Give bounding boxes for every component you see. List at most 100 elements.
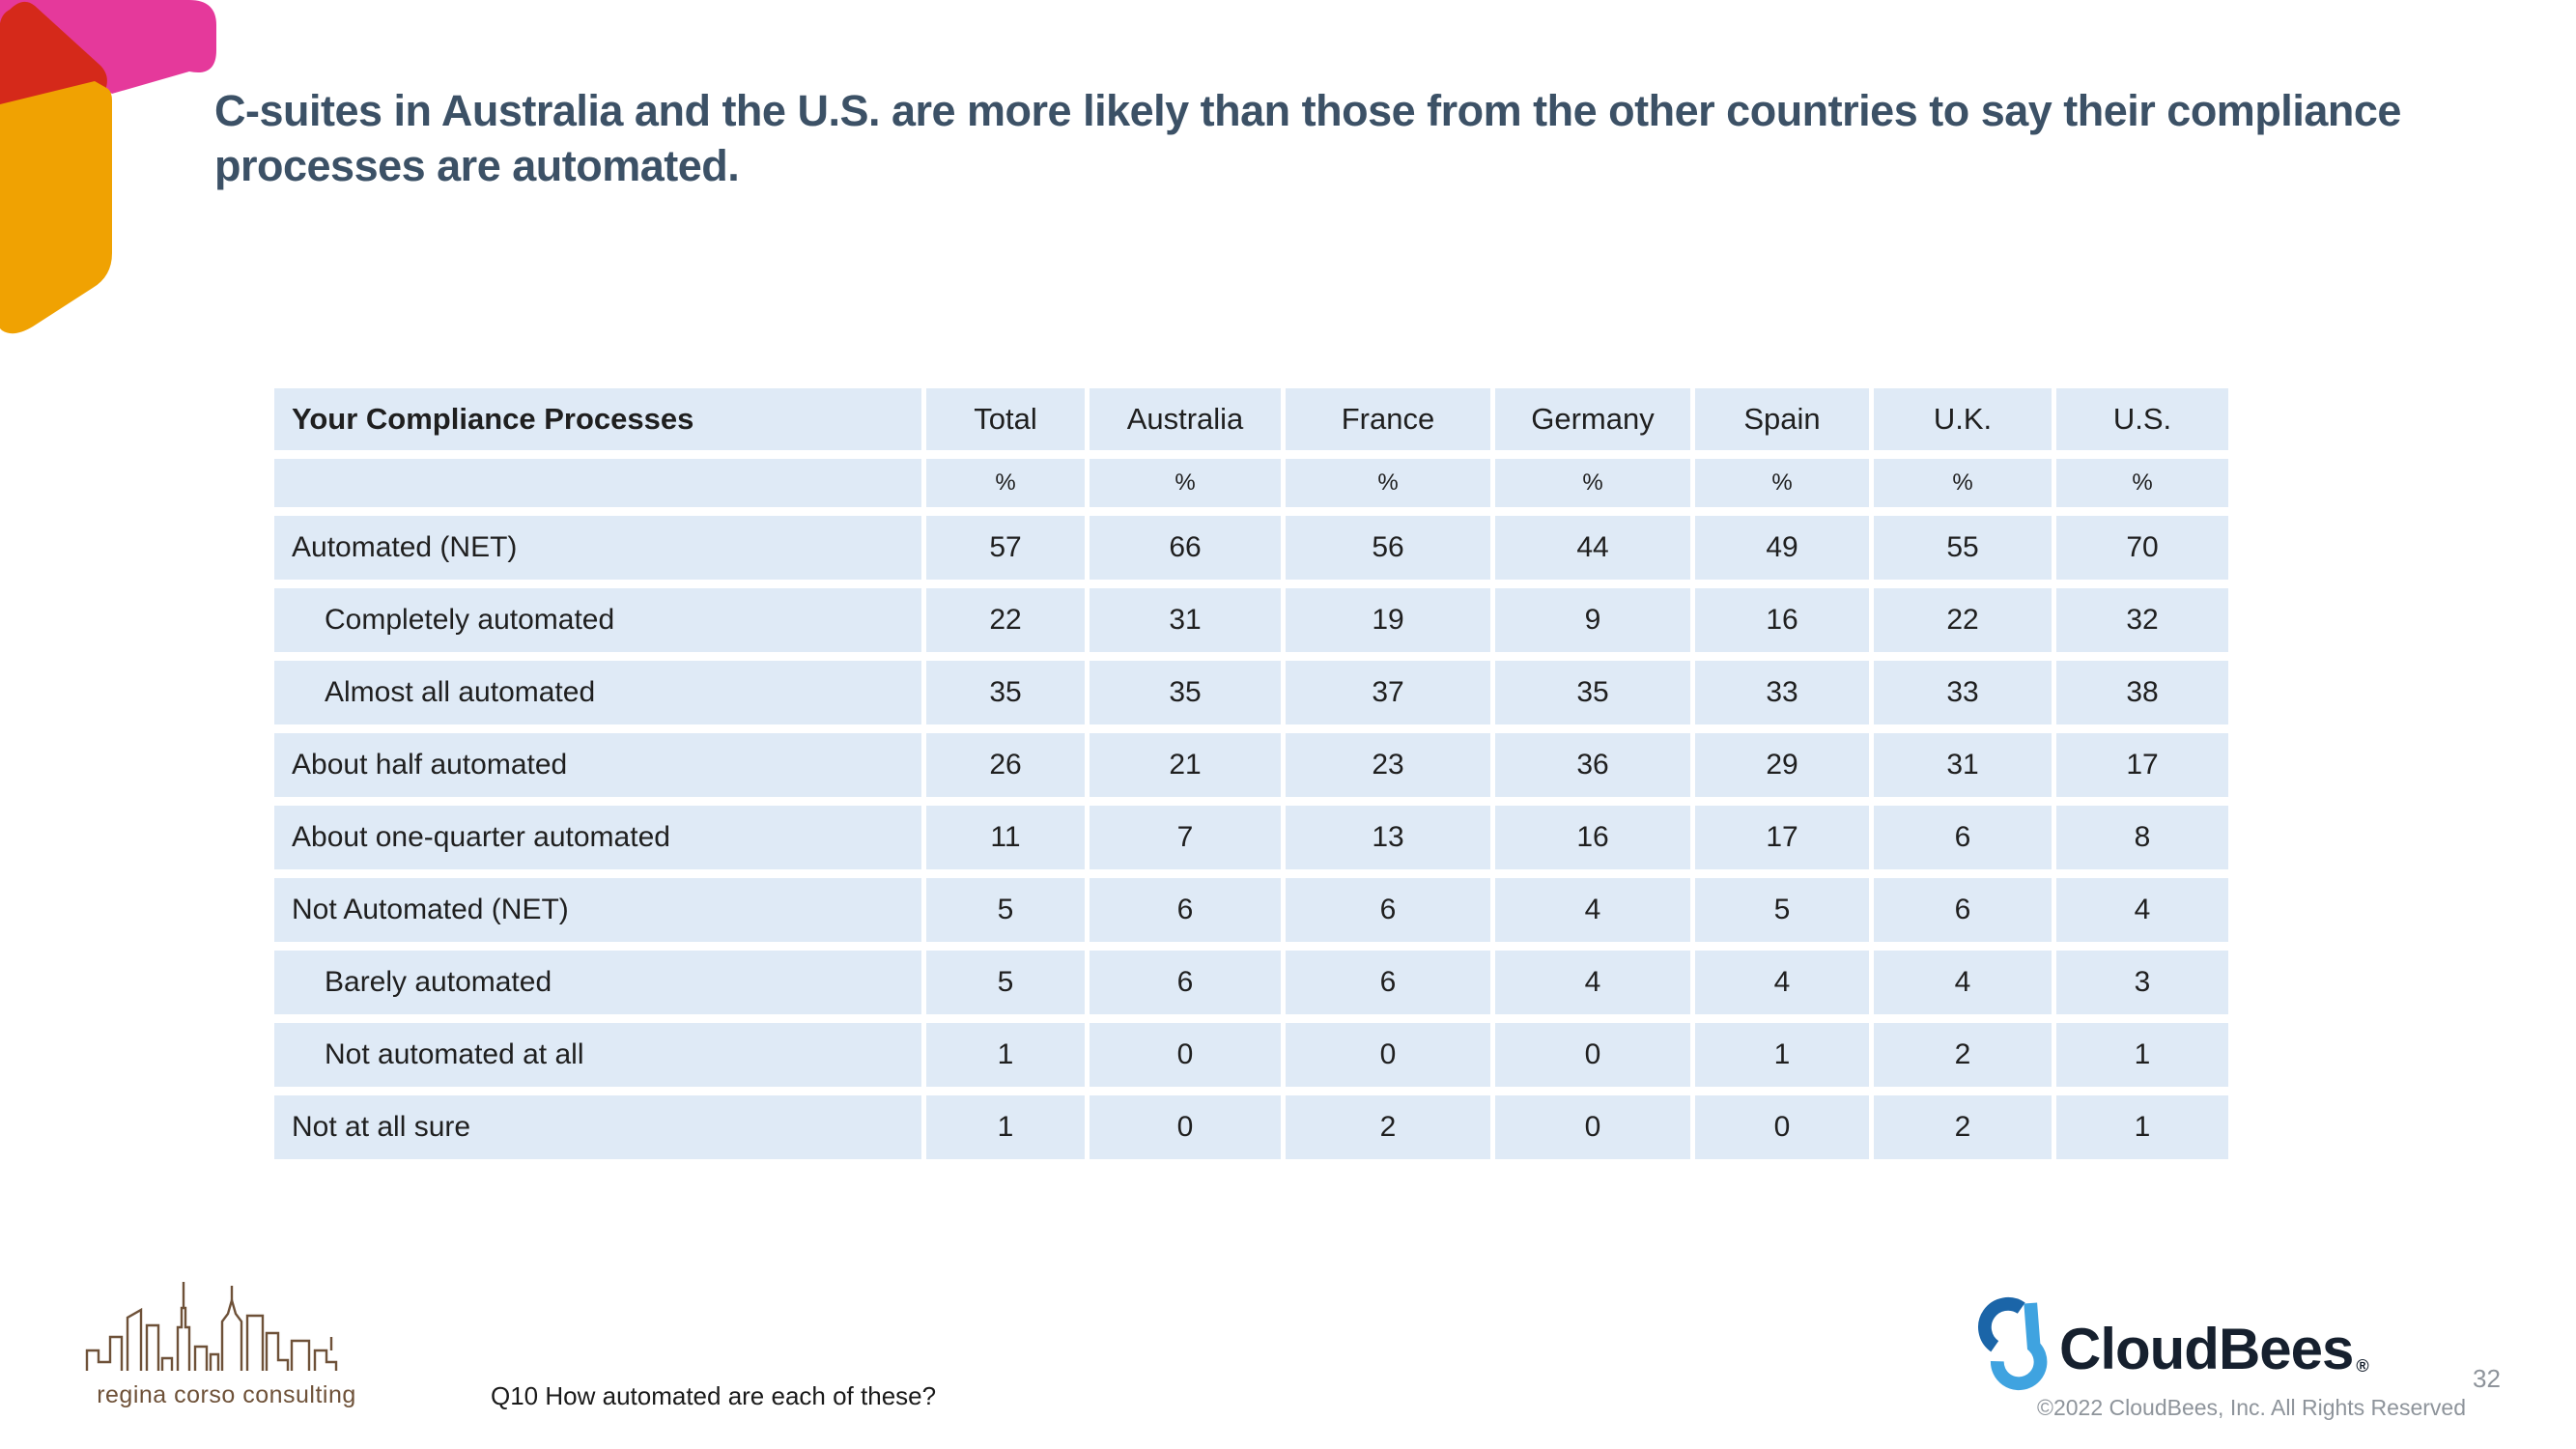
unit-cell: % — [1286, 459, 1490, 507]
value-cell: 66 — [1090, 516, 1281, 580]
value-cell: 6 — [1090, 951, 1281, 1014]
value-cell: 19 — [1286, 588, 1490, 652]
row-label: About half automated — [274, 733, 921, 797]
table-title-header: Your Compliance Processes — [274, 388, 921, 450]
column-header: Spain — [1695, 388, 1869, 450]
row-label: Not automated at all — [274, 1023, 921, 1087]
value-cell: 49 — [1695, 516, 1869, 580]
value-cell: 22 — [926, 588, 1085, 652]
value-cell: 6 — [1286, 951, 1490, 1014]
copyright-notice: ©2022 CloudBees, Inc. All Rights Reserve… — [2037, 1395, 2466, 1420]
value-cell: 70 — [2056, 516, 2228, 580]
value-cell: 2 — [1874, 1023, 2052, 1087]
value-cell: 33 — [1874, 661, 2052, 724]
unit-cell: % — [1874, 459, 2052, 507]
cloudbees-wordmark: CloudBees ® — [2059, 1316, 2369, 1382]
value-cell: 56 — [1286, 516, 1490, 580]
value-cell: 0 — [1090, 1023, 1281, 1087]
value-cell: 38 — [2056, 661, 2228, 724]
column-header: Germany — [1495, 388, 1690, 450]
amber-shape — [0, 81, 112, 334]
value-cell: 0 — [1495, 1023, 1690, 1087]
value-cell: 17 — [2056, 733, 2228, 797]
unit-cell: % — [1090, 459, 1281, 507]
value-cell: 5 — [926, 951, 1085, 1014]
value-cell: 26 — [926, 733, 1085, 797]
value-cell: 4 — [1874, 951, 2052, 1014]
value-cell: 35 — [926, 661, 1085, 724]
value-cell: 35 — [1495, 661, 1690, 724]
value-cell: 16 — [1495, 806, 1690, 869]
unit-cell: % — [1695, 459, 1869, 507]
value-cell: 44 — [1495, 516, 1690, 580]
question-footnote: Q10 How automated are each of these? — [491, 1381, 937, 1410]
value-cell: 0 — [1495, 1095, 1690, 1159]
corner-decoration-graphic — [0, 0, 216, 334]
city-skyline-icon — [85, 1282, 338, 1371]
value-cell: 36 — [1495, 733, 1690, 797]
row-label: Completely automated — [274, 588, 921, 652]
value-cell: 0 — [1695, 1095, 1869, 1159]
value-cell: 6 — [1090, 878, 1281, 942]
value-cell: 6 — [1874, 878, 2052, 942]
row-label: Not at all sure — [274, 1095, 921, 1159]
value-cell: 5 — [1695, 878, 1869, 942]
value-cell: 4 — [1495, 878, 1690, 942]
column-header: France — [1286, 388, 1490, 450]
value-cell: 57 — [926, 516, 1085, 580]
value-cell: 2 — [1286, 1095, 1490, 1159]
row-label: Not Automated (NET) — [274, 878, 921, 942]
value-cell: 1 — [2056, 1095, 2228, 1159]
value-cell: 11 — [926, 806, 1085, 869]
value-cell: 4 — [1495, 951, 1690, 1014]
value-cell: 35 — [1090, 661, 1281, 724]
value-cell: 0 — [1090, 1095, 1281, 1159]
value-cell: 4 — [1695, 951, 1869, 1014]
unit-cell: % — [926, 459, 1085, 507]
value-cell: 23 — [1286, 733, 1490, 797]
column-header: U.S. — [2056, 388, 2228, 450]
value-cell: 21 — [1090, 733, 1281, 797]
value-cell: 1 — [2056, 1023, 2228, 1087]
value-cell: 0 — [1286, 1023, 1490, 1087]
cloudbees-icon — [1978, 1297, 2048, 1391]
value-cell: 22 — [1874, 588, 2052, 652]
slide-title: C-suites in Australia and the U.S. are m… — [214, 86, 2401, 191]
value-cell: 8 — [2056, 806, 2228, 869]
value-cell: 5 — [926, 878, 1085, 942]
value-cell: 31 — [1090, 588, 1281, 652]
value-cell: 7 — [1090, 806, 1281, 869]
value-cell: 1 — [926, 1023, 1085, 1087]
row-label: Automated (NET) — [274, 516, 921, 580]
value-cell: 9 — [1495, 588, 1690, 652]
column-header: Australia — [1090, 388, 1281, 450]
row-label: About one-quarter automated — [274, 806, 921, 869]
value-cell: 55 — [1874, 516, 2052, 580]
value-cell: 6 — [1874, 806, 2052, 869]
row-label: Barely automated — [274, 951, 921, 1014]
unit-cell — [274, 459, 921, 507]
value-cell: 3 — [2056, 951, 2228, 1014]
value-cell: 17 — [1695, 806, 1869, 869]
value-cell: 32 — [2056, 588, 2228, 652]
value-cell: 1 — [926, 1095, 1085, 1159]
value-cell: 31 — [1874, 733, 2052, 797]
row-label: Almost all automated — [274, 661, 921, 724]
page-number: 32 — [2473, 1364, 2501, 1393]
value-cell: 33 — [1695, 661, 1869, 724]
value-cell: 1 — [1695, 1023, 1869, 1087]
cloudbees-wordmark-text: CloudBees — [2059, 1317, 2354, 1381]
value-cell: 4 — [2056, 878, 2228, 942]
consulting-logo-text: regina corso consulting — [97, 1381, 356, 1408]
compliance-table: Your Compliance Processes Total Australia F… — [274, 388, 2228, 1159]
registered-trademark-icon: ® — [2356, 1356, 2368, 1376]
value-cell: 29 — [1695, 733, 1869, 797]
unit-cell: % — [2056, 459, 2228, 507]
column-header: U.K. — [1874, 388, 2052, 450]
column-header: Total — [926, 388, 1085, 450]
value-cell: 37 — [1286, 661, 1490, 724]
value-cell: 2 — [1874, 1095, 2052, 1159]
value-cell: 6 — [1286, 878, 1490, 942]
value-cell: 13 — [1286, 806, 1490, 869]
unit-cell: % — [1495, 459, 1690, 507]
